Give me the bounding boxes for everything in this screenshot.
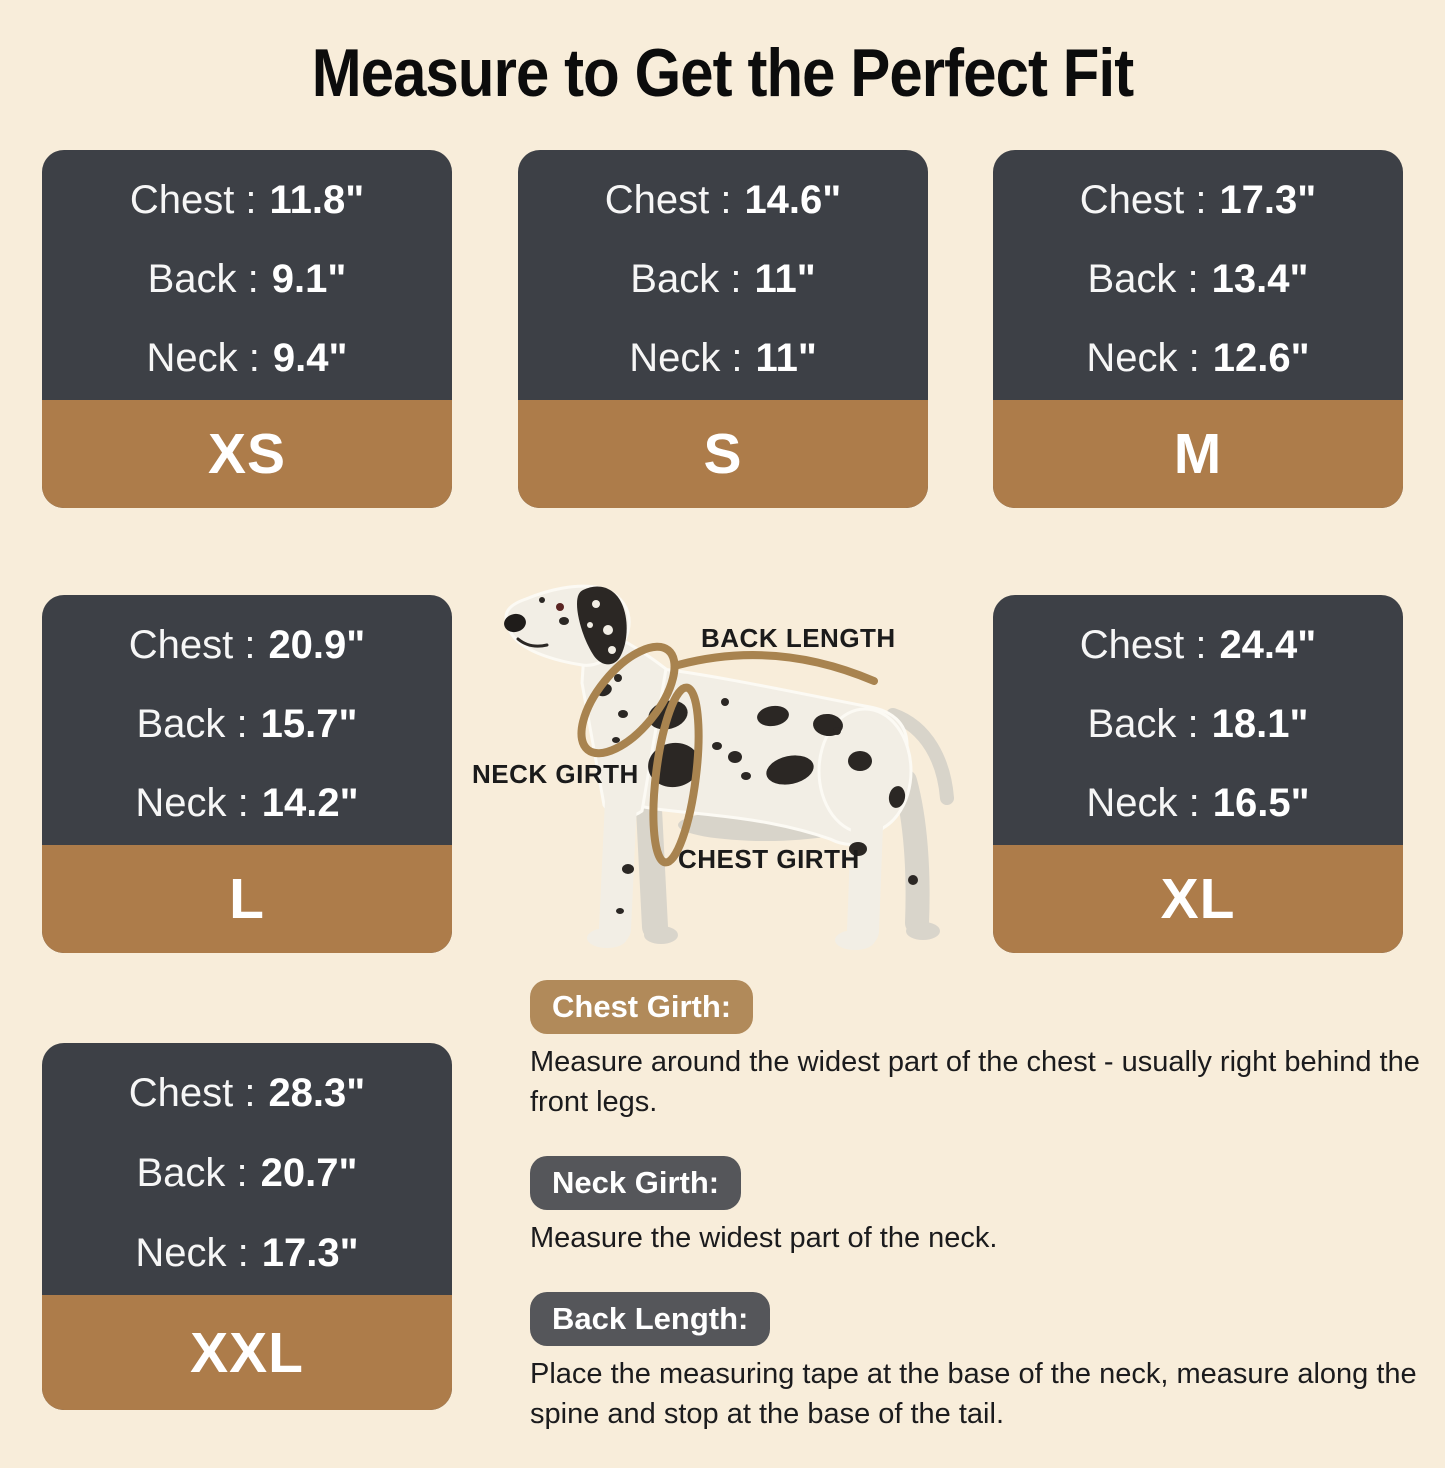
measurement-value: 11"	[754, 257, 816, 301]
measurement-value: 16.5"	[1212, 781, 1310, 825]
chest-girth-description: Measure around the widest part of the ch…	[530, 1046, 1420, 1118]
dog-near-legs	[587, 785, 883, 950]
measurement-label: Chest :	[129, 178, 257, 222]
measurement-value: 14.2"	[261, 781, 359, 825]
size-card-measurements: Chest : 28.3" Back : 20.7" Neck : 17.3"	[42, 1043, 452, 1295]
measurement-row: Neck : 12.6"	[1086, 338, 1309, 378]
measurement-label: Chest :	[1079, 623, 1207, 667]
measurement-row: Chest : 14.6"	[605, 180, 842, 220]
size-card-m: Chest : 17.3" Back : 13.4" Neck : 12.6" …	[993, 150, 1403, 508]
measurement-value: 20.7"	[260, 1151, 358, 1195]
measurement-row: Neck : 14.2"	[135, 783, 358, 823]
measurement-label: Neck :	[135, 1231, 249, 1275]
size-card-measurements: Chest : 20.9" Back : 15.7" Neck : 14.2"	[42, 595, 452, 845]
size-card-measurements: Chest : 11.8" Back : 9.1" Neck : 9.4"	[42, 150, 452, 400]
measurement-value: 12.6"	[1212, 336, 1310, 380]
measurement-label: Chest :	[1079, 178, 1207, 222]
measurement-label: Back :	[136, 1151, 248, 1195]
measurement-label: Chest :	[604, 178, 732, 222]
measurement-row: Neck : 11"	[629, 338, 817, 378]
dog-face	[504, 603, 564, 648]
neck-girth-heading-badge: Neck Girth:	[530, 1156, 742, 1210]
size-card-xl: Chest : 24.4" Back : 18.1" Neck : 16.5" …	[993, 595, 1403, 953]
measurement-row: Chest : 11.8"	[130, 180, 364, 220]
measurement-label: Neck :	[1086, 781, 1200, 825]
measurement-row: Back : 9.1"	[148, 259, 347, 299]
measurement-row: Back : 11"	[630, 259, 815, 299]
size-card-measurements: Chest : 17.3" Back : 13.4" Neck : 12.6"	[993, 150, 1403, 400]
measurement-value: 15.7"	[260, 702, 358, 746]
size-badge: XS	[42, 400, 452, 508]
neck-girth-description: Measure the widest part of the neck.	[530, 1222, 998, 1254]
size-badge: S	[518, 400, 928, 508]
measurement-value: 11.8"	[269, 178, 365, 222]
measurement-label: Neck :	[629, 336, 743, 380]
measurement-value: 9.1"	[271, 257, 347, 301]
measurement-row: Back : 13.4"	[1088, 259, 1309, 299]
measurement-label: Chest :	[128, 623, 256, 667]
measurement-row: Back : 18.1"	[1088, 704, 1309, 744]
measurement-label: Chest :	[128, 1071, 256, 1115]
size-card-s: Chest : 14.6" Back : 11" Neck : 11" S	[518, 150, 928, 508]
size-card-measurements: Chest : 24.4" Back : 18.1" Neck : 16.5"	[993, 595, 1403, 845]
size-badge: M	[993, 400, 1403, 508]
measuring-instructions: Chest Girth: Measure around the widest p…	[530, 980, 1445, 1468]
measurement-value: 13.4"	[1211, 257, 1309, 301]
measurement-value: 18.1"	[1211, 702, 1309, 746]
measurement-value: 17.3"	[261, 1231, 359, 1275]
back-length-label: BACK LENGTH	[701, 623, 896, 653]
measurement-value: 20.9"	[268, 623, 366, 667]
back-length-heading-badge: Back Length:	[530, 1292, 771, 1346]
neck-girth-label: NECK GIRTH	[472, 759, 639, 789]
measurement-row: Chest : 24.4"	[1080, 625, 1317, 665]
size-badge: XL	[993, 845, 1403, 953]
back-length-arc	[674, 651, 878, 685]
dog-illustration	[504, 584, 954, 950]
size-card-measurements: Chest : 14.6" Back : 11" Neck : 11"	[518, 150, 928, 400]
measurement-label: Back :	[1087, 257, 1199, 301]
measurement-label: Neck :	[1086, 336, 1200, 380]
measurement-value: 24.4"	[1219, 623, 1317, 667]
size-badge: XXL	[42, 1295, 452, 1410]
instruction-neck-girth: Neck Girth: Measure the widest part of t…	[530, 1156, 1445, 1258]
measurement-row: Neck : 17.3"	[135, 1233, 358, 1273]
measurement-value: 28.3"	[268, 1071, 366, 1115]
chest-girth-heading-badge: Chest Girth:	[530, 980, 754, 1034]
size-badge: L	[42, 845, 452, 953]
chest-girth-loop	[649, 683, 703, 867]
measurement-row: Chest : 17.3"	[1080, 180, 1317, 220]
size-card-xxl: Chest : 28.3" Back : 20.7" Neck : 17.3" …	[42, 1043, 452, 1410]
measurement-row: Back : 15.7"	[137, 704, 358, 744]
back-length-description: Place the measuring tape at the base of …	[530, 1358, 1417, 1430]
measurement-label: Neck :	[146, 336, 260, 380]
measurement-row: Chest : 28.3"	[129, 1073, 366, 1113]
measurement-row: Chest : 20.9"	[129, 625, 366, 665]
neck-girth-loop	[577, 642, 679, 758]
measurement-value: 9.4"	[272, 336, 348, 380]
measurement-label: Back :	[1087, 702, 1199, 746]
chest-girth-label: CHEST GIRTH	[678, 844, 860, 874]
page-title: Measure to Get the Perfect Fit	[311, 35, 1134, 111]
measurement-row: Neck : 16.5"	[1086, 783, 1309, 823]
size-card-l: Chest : 20.9" Back : 15.7" Neck : 14.2" …	[42, 595, 452, 953]
measurement-row: Back : 20.7"	[137, 1153, 358, 1193]
instruction-back-length: Back Length: Place the measuring tape at…	[530, 1292, 1445, 1434]
measurement-value: 11"	[755, 336, 817, 380]
measurement-row: Neck : 9.4"	[147, 338, 348, 378]
measurement-label: Neck :	[135, 781, 249, 825]
measurement-value: 14.6"	[744, 178, 842, 222]
instruction-chest-girth: Chest Girth: Measure around the widest p…	[530, 980, 1445, 1122]
dog-ear	[577, 586, 627, 665]
measurement-value: 17.3"	[1219, 178, 1317, 222]
dog-diagram: BACK LENGTH NECK GIRTH CHEST GIRTH	[468, 573, 992, 965]
measurement-label: Back :	[147, 257, 259, 301]
measurement-label: Back :	[136, 702, 248, 746]
measurement-label: Back :	[630, 257, 742, 301]
size-card-xs: Chest : 11.8" Back : 9.1" Neck : 9.4" XS	[42, 150, 452, 508]
